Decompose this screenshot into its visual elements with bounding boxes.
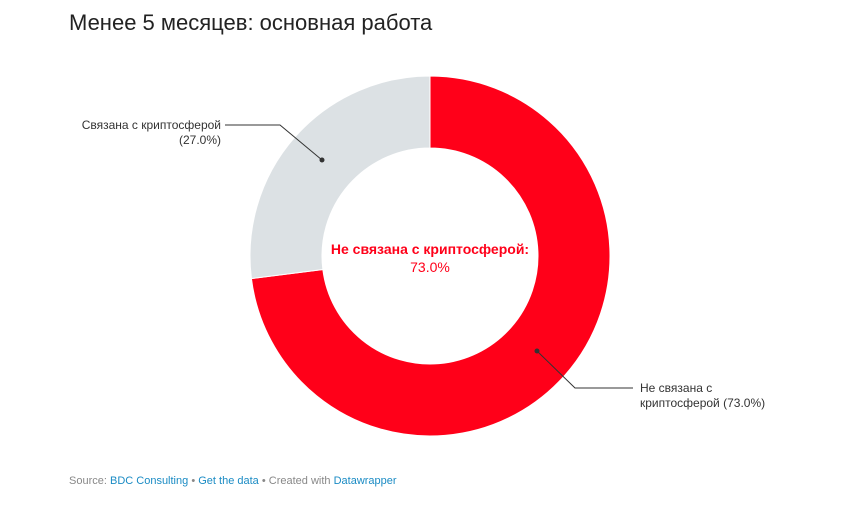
donut-slice-1 bbox=[249, 75, 431, 280]
source-prefix: Source: bbox=[69, 475, 107, 487]
created-with: • Created with bbox=[261, 475, 331, 487]
leader-line-right bbox=[536, 350, 633, 389]
label-unrelated: Не связана с криптосферой (73.0%) bbox=[640, 381, 765, 411]
leader-line-left bbox=[225, 124, 323, 161]
label-unrelated-name1: Не связана с bbox=[640, 381, 713, 395]
footer: Source: BDC Consulting • Get the data • … bbox=[69, 475, 397, 487]
label-related-pct: (27.0%) bbox=[178, 133, 221, 147]
center-label: Не связана с криптосферой: 73.0% bbox=[300, 240, 560, 276]
label-related-name: Связана с криптосферой bbox=[81, 118, 221, 132]
chart-title: Менее 5 месяцев: основная работа bbox=[69, 10, 433, 35]
label-related: Связана с криптосферой (27.0%) bbox=[82, 118, 221, 148]
leader-dot-left bbox=[319, 157, 325, 163]
separator: • bbox=[191, 475, 196, 487]
center-label-title: Не связана с криптосферой: bbox=[330, 241, 530, 257]
donut-slice-0 bbox=[250, 75, 611, 437]
datawrapper-link[interactable]: Datawrapper bbox=[333, 475, 397, 487]
source-link[interactable]: BDC Consulting bbox=[109, 475, 189, 487]
label-unrelated-name2: криптосферой bbox=[640, 396, 720, 410]
get-data-link[interactable]: Get the data bbox=[198, 475, 259, 487]
label-unrelated-pct: (73.0%) bbox=[723, 396, 766, 410]
center-label-value: 73.0% bbox=[410, 259, 450, 275]
leader-dot-right bbox=[534, 348, 540, 354]
